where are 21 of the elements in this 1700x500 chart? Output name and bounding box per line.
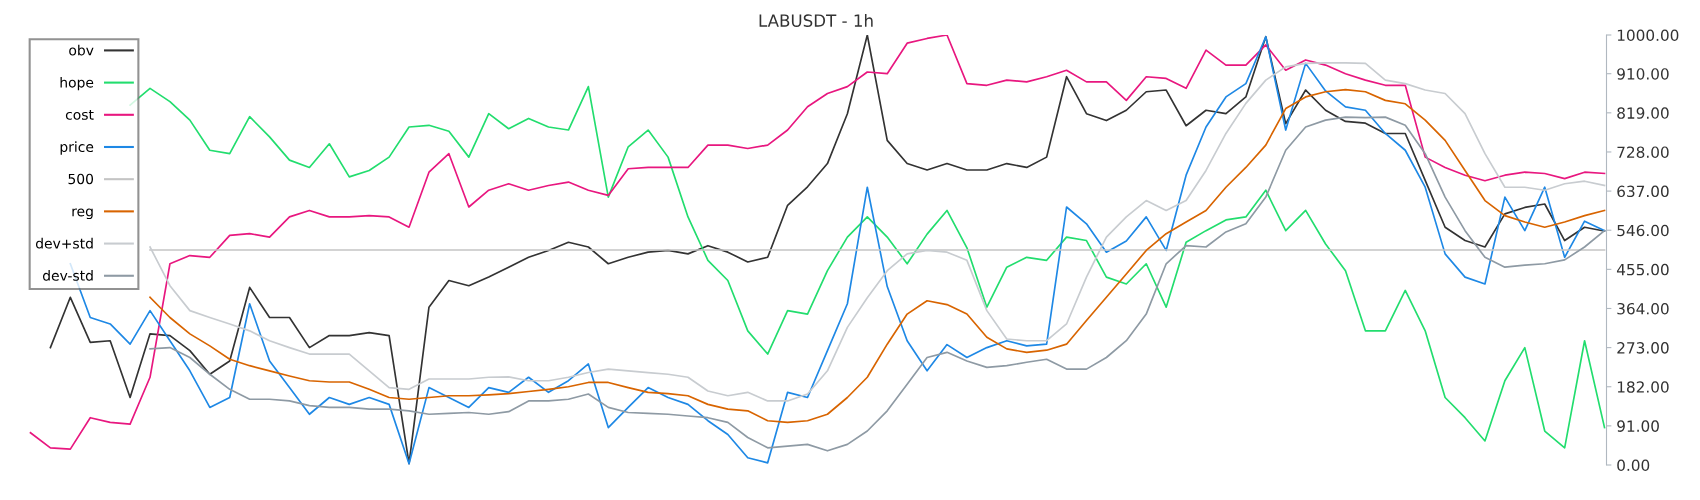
y-tick-label: 364.00 <box>1617 302 1669 315</box>
legend-label: 500 <box>68 173 94 185</box>
y-tick-label: 0.00 <box>1617 459 1650 472</box>
y-tick-label: 728.00 <box>1617 146 1669 158</box>
legend-label: hope <box>60 76 94 91</box>
y-tick-label: 546.00 <box>1617 224 1669 237</box>
y-tick-label: 1000.00 <box>1617 29 1679 42</box>
y-tick-label: 182.00 <box>1617 381 1669 393</box>
legend-label: dev+std <box>35 237 93 249</box>
legend-label: dev-std <box>42 270 93 281</box>
y-tick-label: 455.00 <box>1616 263 1669 276</box>
legend-label: reg <box>72 208 93 220</box>
legend-label: obv <box>69 44 94 56</box>
y-tick-label: 91.00 <box>1617 420 1659 432</box>
y-tick-label: 273.00 <box>1617 342 1669 354</box>
legend-label: cost <box>65 109 94 120</box>
y-tick-label: 819.00 <box>1617 107 1669 119</box>
chart-title: LABUSDT - 1h <box>759 14 873 27</box>
y-tick-label: 637.00 <box>1617 185 1669 198</box>
y-tick-label: 910.00 <box>1617 68 1669 80</box>
legend-label: price <box>60 141 94 155</box>
